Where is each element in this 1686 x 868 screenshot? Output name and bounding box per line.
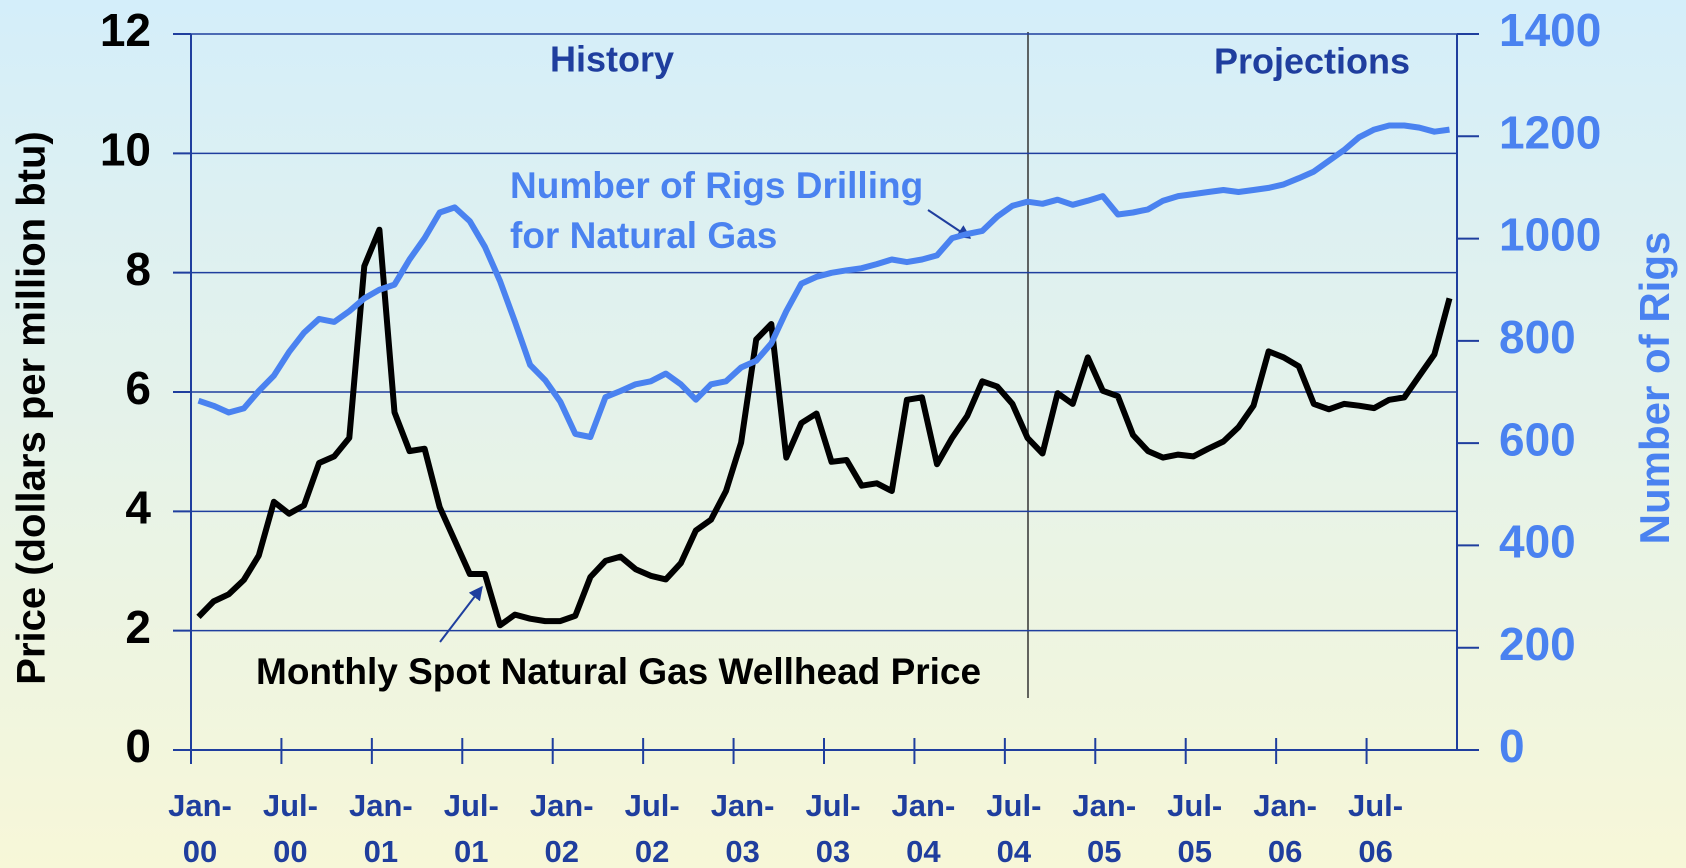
x-tick-label: Jan- 04 [892, 788, 956, 868]
x-tick-label-line: 06 [1358, 834, 1392, 868]
y2-tick-label: 400 [1499, 516, 1576, 568]
x-tick-label: Jan- 01 [349, 788, 413, 868]
y2-tick-label: 1400 [1499, 4, 1601, 56]
x-tick-label-line: 06 [1268, 834, 1302, 868]
y-tick-label: 0 [125, 720, 151, 772]
x-tick-label: Jan- 03 [711, 788, 775, 868]
x-tick-label: Jul- 00 [263, 788, 318, 868]
series-line [196, 226, 1453, 629]
x-tick-label-line: 05 [1177, 834, 1211, 868]
y2-tick-label: 0 [1499, 720, 1525, 772]
x-tick-label-line: 04 [997, 834, 1032, 868]
price-label: Monthly Spot Natural Gas Wellhead Price [256, 651, 981, 692]
y-tick-label: 10 [100, 123, 151, 175]
x-tick-label: Jul- 02 [625, 788, 680, 868]
projections-label: Projections [1214, 41, 1410, 82]
x-tick-label-line: Jan- [1072, 788, 1136, 823]
x-tick-label-line: Jul- [805, 788, 860, 823]
y2-tick-label: 800 [1499, 311, 1576, 363]
x-tick-label-line: 02 [544, 834, 578, 868]
x-tick-label-line: Jan- [1253, 788, 1317, 823]
y2-tick-label: 600 [1499, 413, 1576, 465]
x-tick-label-line: Jul- [263, 788, 318, 823]
y2-tick-label: 200 [1499, 618, 1576, 670]
x-tick-label-line: Jul- [625, 788, 680, 823]
x-tick-label-line: Jan- [892, 788, 956, 823]
y-axis-title: Price (dollars per million btu) [10, 131, 54, 684]
x-tick-label: Jul- 06 [1348, 788, 1403, 868]
x-tick-label: Jul- 04 [986, 788, 1041, 868]
x-tick-label: Jan- 02 [530, 788, 594, 868]
x-tick-label-line: Jan- [530, 788, 594, 823]
x-tick-label-line: 03 [725, 834, 759, 868]
y-tick-label: 4 [125, 481, 151, 533]
x-tick-label-line: 00 [183, 834, 217, 868]
x-tick-label-line: Jul- [986, 788, 1041, 823]
x-tick-label: Jan- 00 [168, 788, 232, 868]
x-tick-label-line: 01 [364, 834, 398, 868]
rigs-label: Number of Rigs Drilling [510, 165, 923, 206]
history-label: History [550, 39, 674, 80]
x-tick-label-line: 03 [816, 834, 850, 868]
y2-tick-label: 1200 [1499, 106, 1601, 158]
x-tick-label-line: Jul- [1167, 788, 1222, 823]
rigs-label: for Natural Gas [510, 215, 777, 256]
x-tick-label: Jan- 05 [1072, 788, 1136, 868]
y2-tick-label: 1000 [1499, 209, 1601, 261]
y-tick-label: 12 [100, 4, 151, 56]
series-line [197, 122, 1450, 440]
x-tick-label-line: 04 [906, 834, 941, 868]
x-tick-label: Jul- 03 [805, 788, 860, 868]
y-tick-label: 2 [125, 601, 151, 653]
x-tick-label-line: 05 [1087, 834, 1121, 868]
x-tick-label-line: Jul- [1348, 788, 1403, 823]
x-tick-label-line: 00 [273, 834, 307, 868]
y-tick-label: 8 [125, 243, 151, 295]
x-tick-label-line: 02 [635, 834, 669, 868]
y-tick-label: 6 [125, 362, 151, 414]
y2-axis-title: Number of Rigs [1631, 232, 1678, 545]
x-tick-label: Jul- 01 [444, 788, 499, 868]
x-tick-label-line: Jan- [168, 788, 232, 823]
x-tick-label-line: Jan- [711, 788, 775, 823]
x-tick-label: Jul- 05 [1167, 788, 1222, 868]
x-tick-label-line: 01 [454, 834, 488, 868]
x-tick-label-line: Jul- [444, 788, 499, 823]
x-tick-label: Jan- 06 [1253, 788, 1317, 868]
price-arrow [439, 585, 483, 643]
x-tick-label-line: Jan- [349, 788, 413, 823]
